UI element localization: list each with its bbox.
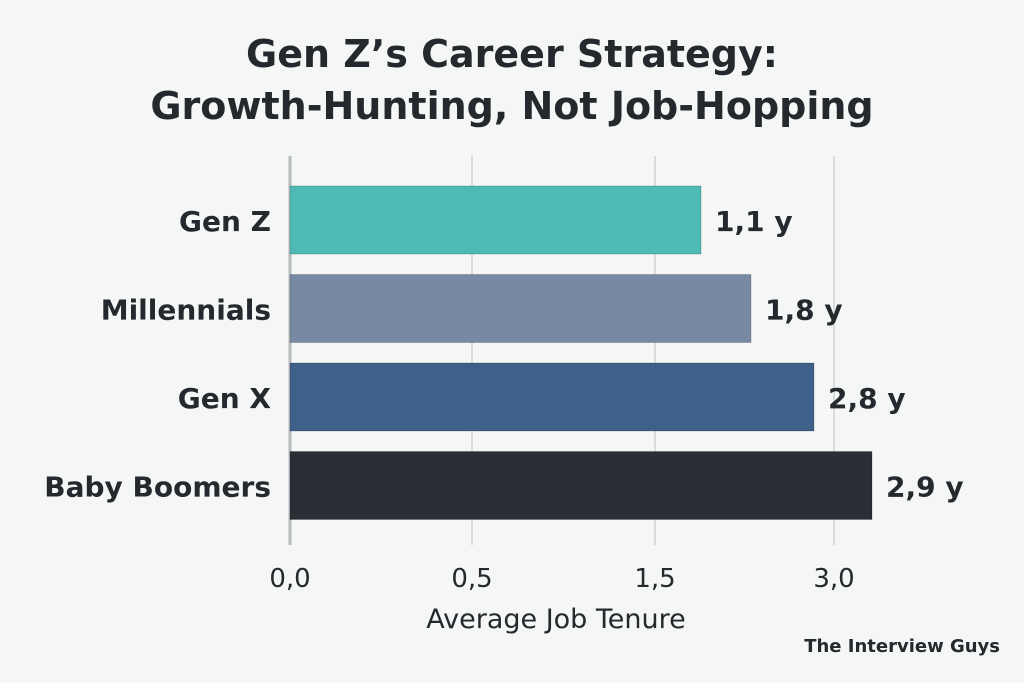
chart-title-line-1: Gen Z’s Career Strategy: [246,32,778,76]
value-label: 1,1 y [715,205,793,238]
bar-gen-z [289,185,702,255]
bar-baby-boomers [289,451,873,520]
x-tick-label: 0,0 [269,564,310,594]
category-label: Millennials [101,294,271,327]
chart-title: Gen Z’s Career Strategy: Growth-Hunting,… [0,28,1024,132]
bar-millennials [289,274,752,343]
value-label: 2,9 y [886,471,964,504]
source-credit: The Interview Guys [804,636,1000,657]
chart-title-line-2: Growth-Hunting, Not Job-Hopping [150,84,874,128]
value-label: 1,8 y [765,294,843,327]
x-tick-label: 1,5 [634,564,675,594]
bar-gen-x [289,362,815,432]
value-label: 2,8 y [828,382,906,415]
x-tick-label: 0,5 [451,564,492,594]
category-label: Gen Z [179,205,271,238]
x-tick-label: 3,0 [813,564,854,594]
category-label: Gen X [178,382,272,415]
category-label: Baby Boomers [44,471,271,504]
x-axis-label: Average Job Tenure [426,604,686,635]
